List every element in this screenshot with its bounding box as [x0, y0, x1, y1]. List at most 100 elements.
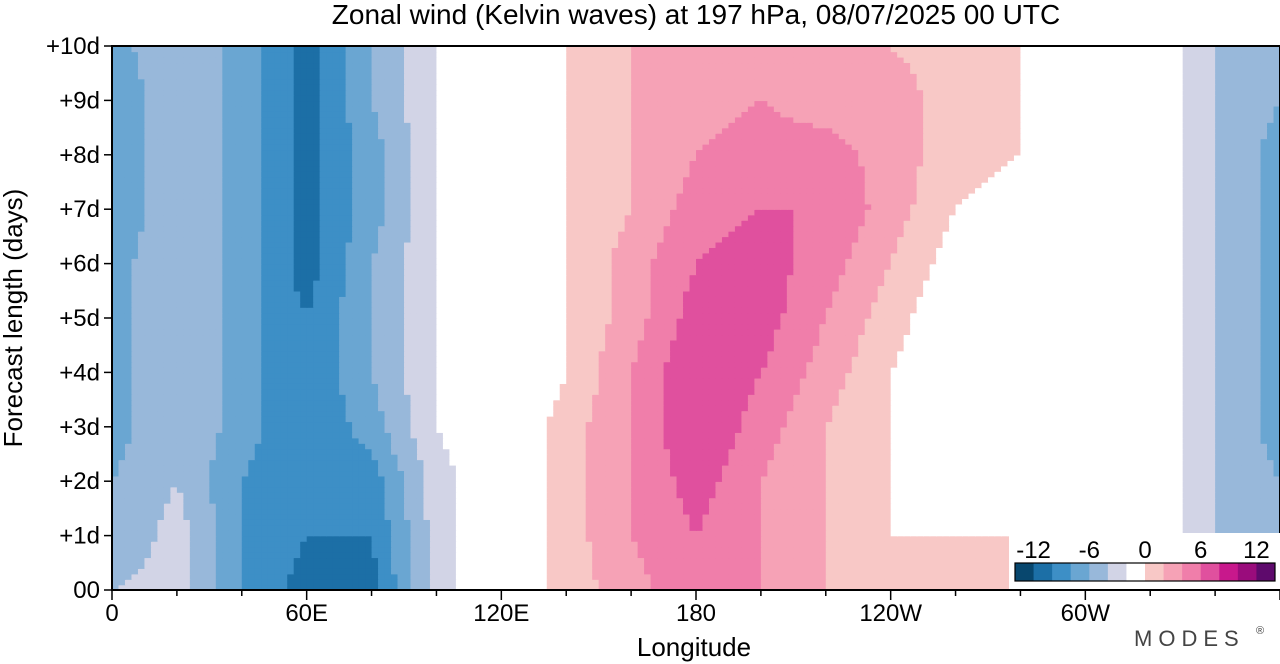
field-cell	[520, 524, 528, 531]
field-cell	[793, 579, 801, 586]
field-cell	[345, 579, 353, 586]
field-cell	[423, 562, 431, 569]
field-cell	[112, 568, 120, 575]
field-cell	[670, 502, 678, 510]
field-cell	[1085, 454, 1093, 461]
field-cell	[721, 573, 730, 580]
field-cell	[676, 562, 684, 569]
field-cell	[572, 502, 580, 510]
field-cell	[209, 573, 217, 580]
field-cell	[773, 481, 782, 488]
field-cell	[274, 530, 282, 537]
field-cell	[585, 470, 593, 477]
field-cell	[345, 524, 353, 531]
field-cell	[598, 513, 606, 520]
field-cell	[864, 464, 872, 472]
field-cell	[384, 519, 392, 526]
field-cell	[287, 492, 295, 499]
field-cell	[1059, 486, 1067, 493]
field-cell	[1098, 475, 1106, 482]
field-cell	[313, 464, 321, 472]
field-cell	[851, 513, 859, 520]
field-cell	[391, 568, 399, 575]
field-cell	[851, 508, 859, 515]
field-cell	[1052, 481, 1061, 488]
field-cell	[131, 541, 139, 548]
field-cell	[890, 502, 898, 510]
field-cell	[527, 448, 535, 455]
field-cell	[1221, 470, 1229, 477]
field-cell	[747, 546, 756, 553]
field-cell	[352, 486, 360, 493]
field-cell	[527, 562, 535, 569]
field-cell	[150, 502, 159, 510]
field-cell	[702, 486, 710, 493]
field-cell	[572, 448, 580, 455]
field-cell	[416, 584, 425, 590]
field-cell	[754, 508, 762, 515]
field-cell	[942, 562, 950, 569]
field-cell	[910, 573, 918, 580]
field-cell	[670, 551, 678, 559]
field-cell	[1228, 481, 1236, 488]
field-cell	[890, 470, 898, 477]
field-cell	[475, 584, 483, 590]
field-cell	[112, 459, 120, 466]
field-cell	[670, 448, 678, 455]
field-cell	[975, 508, 983, 515]
field-cell	[345, 513, 353, 520]
field-cell	[332, 519, 340, 526]
field-cell	[1202, 459, 1210, 466]
field-cell	[423, 568, 431, 575]
field-cell	[566, 562, 574, 569]
field-cell	[1241, 459, 1249, 466]
field-cell	[884, 551, 892, 559]
field-cell	[592, 470, 600, 477]
field-cell	[404, 573, 412, 580]
field-cell	[1098, 492, 1106, 499]
field-cell	[1000, 448, 1009, 455]
field-cell	[1013, 454, 1022, 461]
field-cell	[890, 448, 898, 455]
field-cell	[799, 443, 808, 450]
field-cell	[261, 535, 269, 542]
field-cell	[786, 454, 795, 461]
field-cell	[488, 481, 496, 488]
field-cell	[1117, 454, 1125, 461]
field-cell	[397, 437, 405, 444]
field-cell	[780, 464, 788, 472]
field-cell	[897, 486, 905, 493]
field-cell	[559, 513, 567, 520]
field-cell	[520, 584, 528, 590]
field-cell	[884, 568, 892, 575]
field-cell	[157, 579, 165, 586]
field-cell	[1247, 481, 1255, 488]
field-cell	[222, 443, 230, 450]
field-cell	[618, 448, 626, 455]
field-cell	[345, 541, 353, 548]
field-cell	[1260, 492, 1268, 499]
field-cell	[780, 502, 788, 510]
field-cell	[1195, 448, 1203, 455]
field-cell	[183, 464, 191, 472]
field-cell	[572, 557, 580, 564]
field-cell	[391, 502, 399, 510]
field-cell	[196, 481, 204, 488]
field-cell	[520, 437, 528, 444]
field-cell	[163, 535, 172, 542]
field-cell	[929, 486, 937, 493]
field-cell	[183, 541, 191, 548]
field-cell	[786, 524, 795, 531]
field-cell	[877, 437, 885, 444]
field-cell	[760, 568, 769, 575]
field-cell	[228, 584, 236, 590]
field-cell	[131, 481, 139, 488]
field-cell	[436, 568, 444, 575]
field-cell	[936, 475, 944, 482]
field-cell	[611, 551, 619, 559]
field-cell	[1228, 454, 1236, 461]
field-cell	[228, 470, 236, 477]
field-cell	[1208, 481, 1216, 488]
field-cell	[488, 454, 496, 461]
field-cell	[137, 475, 146, 482]
